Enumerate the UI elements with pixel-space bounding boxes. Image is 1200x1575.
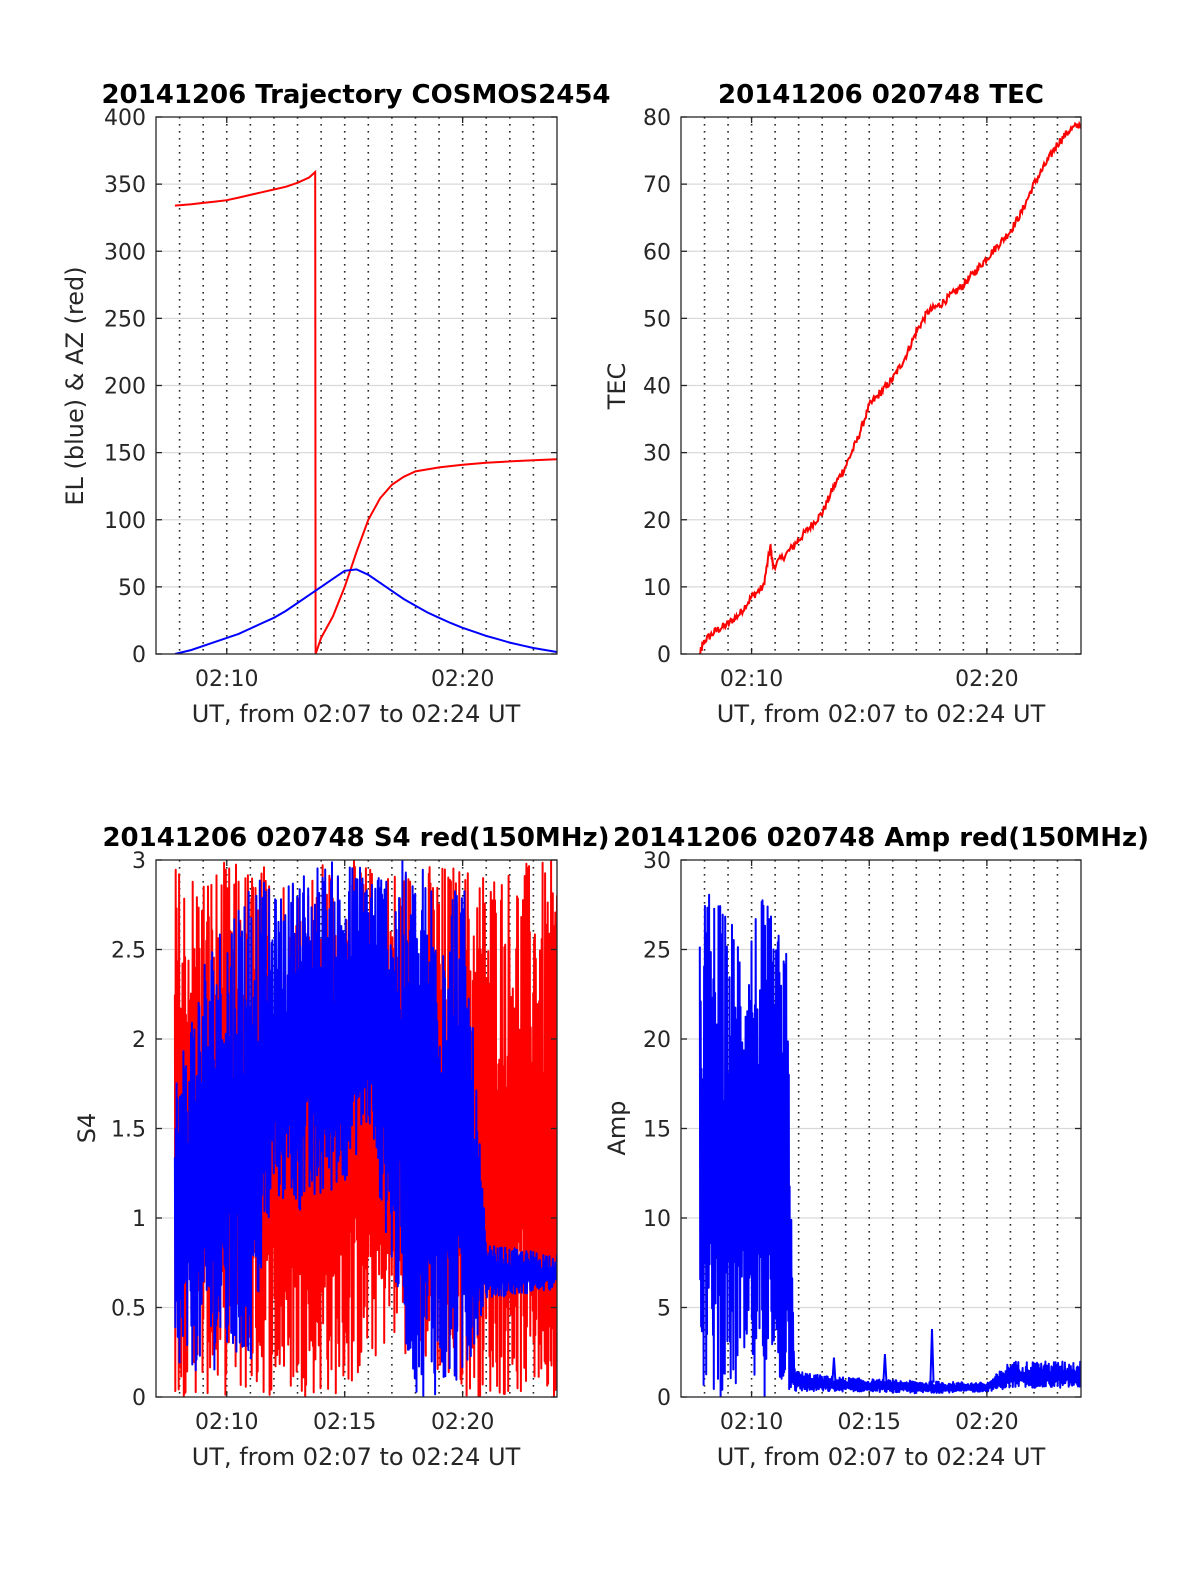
series-layer [698, 893, 1081, 1397]
x-tick-label: 02:10 [195, 1410, 258, 1435]
y-tick-label: 20 [643, 1028, 671, 1053]
series-layer [698, 120, 1081, 654]
panel-trajectory: 20141206 Trajectory COSMOS2454 0 50 100 150… [61, 80, 611, 728]
panel-title: 20141206 020748 Amp red(150MHz) [613, 823, 1149, 853]
x-axis-label: UT, from 02:07 to 02:24 UT [717, 700, 1046, 728]
series-layer [173, 860, 557, 1397]
grid [681, 117, 1081, 654]
y-tick-label: 80 [643, 106, 671, 131]
x-axis-label: UT, from 02:07 to 02:24 UT [192, 700, 521, 728]
panel-title: 20141206 020748 S4 red(150MHz) [102, 823, 609, 853]
series-line-0 [698, 893, 1081, 1397]
y-tick-label: 10 [643, 576, 671, 601]
y-tick-label: 100 [104, 509, 146, 534]
x-tick-label: 02:20 [955, 667, 1018, 692]
series-spike [882, 1353, 888, 1383]
series-line-0 [174, 169, 557, 654]
y-tick-label: 70 [643, 173, 671, 198]
x-tick-label: 02:15 [313, 1410, 376, 1435]
y-tick-label: 5 [657, 1297, 671, 1322]
y-tick-label: 250 [104, 307, 146, 332]
x-tick-label: 02:20 [431, 1410, 494, 1435]
y-tick-label: 400 [104, 106, 146, 131]
series-line-0 [173, 860, 557, 1397]
series-line-0 [698, 120, 1081, 654]
y-tick-label: 0 [132, 643, 146, 668]
plot-area [173, 860, 557, 1397]
y-tick-label: 0.5 [111, 1297, 146, 1322]
x-tick-label: 02:20 [955, 1410, 1018, 1435]
y-tick-label: 1.5 [111, 1118, 146, 1143]
y-tick-label: 50 [643, 307, 671, 332]
y-axis-label: Amp [603, 1100, 631, 1155]
panel-amp: 20141206 020748 Amp red(150MHz) 0 5 10 15 20… [603, 823, 1149, 1471]
grid [156, 117, 557, 654]
y-axis-label: EL (blue) & AZ (red) [61, 266, 89, 505]
y-tick-label: 1 [132, 1207, 146, 1232]
y-tick-label: 15 [643, 1118, 671, 1143]
panel-title: 20141206 Trajectory COSMOS2454 [101, 80, 610, 110]
ticks: 0 0.5 1 1.5 2 2.5 3 02:10 02:15 02:20 [111, 849, 557, 1435]
x-tick-label: 02:15 [838, 1410, 901, 1435]
ticks: 0 50 100 150 200 250 300 350 400 02:10 02:20 [104, 106, 557, 692]
series-line-1 [174, 568, 557, 654]
plot-area [174, 169, 557, 654]
series-layer [174, 169, 557, 654]
y-tick-label: 30 [643, 442, 671, 467]
series-line-1 [173, 860, 557, 1397]
x-tick-label: 02:20 [431, 667, 494, 692]
y-tick-label: 150 [104, 442, 146, 467]
y-tick-label: 300 [104, 240, 146, 265]
y-tick-label: 20 [643, 509, 671, 534]
series-spike [929, 1328, 935, 1383]
panel-s4: 20141206 020748 S4 red(150MHz) 0 0.5 1 1.5 2… [73, 823, 610, 1471]
y-tick-label: 60 [643, 240, 671, 265]
panel-tec: 20141206 020748 TEC 0 10 20 30 40 50 60 70 80 02:… [603, 80, 1082, 728]
panel-title: 20141206 020748 TEC [718, 80, 1044, 110]
y-tick-label: 10 [643, 1207, 671, 1232]
x-axis-label: UT, from 02:07 to 02:24 UT [192, 1443, 521, 1471]
y-tick-label: 2.5 [111, 939, 146, 964]
y-tick-label: 25 [643, 939, 671, 964]
y-tick-label: 0 [132, 1386, 146, 1411]
y-tick-label: 350 [104, 173, 146, 198]
plot-area [698, 120, 1081, 654]
ticks: 0 10 20 30 40 50 60 70 80 02:10 02:20 [643, 106, 1081, 692]
x-axis-label: UT, from 02:07 to 02:24 UT [717, 1443, 1046, 1471]
y-tick-label: 2 [132, 1028, 146, 1053]
y-tick-label: 40 [643, 375, 671, 400]
x-tick-label: 02:10 [720, 1410, 783, 1435]
y-tick-label: 200 [104, 375, 146, 400]
series-spike [831, 1357, 837, 1383]
x-tick-label: 02:10 [720, 667, 783, 692]
x-tick-label: 02:10 [195, 667, 258, 692]
y-tick-label: 30 [643, 849, 671, 874]
y-axis-label: TEC [603, 363, 631, 411]
y-axis-label: S4 [73, 1113, 101, 1144]
y-tick-label: 3 [132, 849, 146, 874]
ticks: 0 5 10 15 20 25 30 02:10 02:15 02:20 [643, 849, 1081, 1435]
y-tick-label: 50 [118, 576, 146, 601]
y-tick-label: 0 [657, 1386, 671, 1411]
plot-area [698, 893, 1081, 1397]
y-tick-label: 0 [657, 643, 671, 668]
